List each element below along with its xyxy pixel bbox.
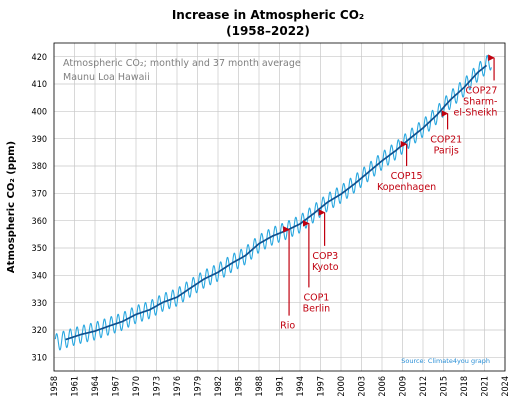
y-tick-label: 400 — [32, 108, 47, 118]
series-layer — [54, 54, 492, 351]
series-monthly-line — [54, 54, 492, 351]
y-tick-label: 320 — [32, 326, 47, 336]
x-tick-label: 1979 — [194, 376, 204, 397]
chart-subtitle: (1958–2022) — [226, 24, 310, 38]
x-tick-label: 2009 — [399, 376, 409, 397]
x-tick-label: 2003 — [358, 376, 368, 397]
x-tick-label: 2018 — [460, 376, 470, 397]
x-tick-label: 1970 — [132, 376, 142, 397]
y-axis-ticks: 310 320 330 340 350 360 370 380 390 400 410 420 — [32, 53, 47, 364]
y-tick-label: 330 — [32, 299, 47, 309]
annotation-label: Kyoto — [312, 262, 339, 273]
annotation: Rio — [280, 226, 295, 332]
x-tick-label: 2012 — [419, 376, 429, 397]
x-tick-label: 1988 — [255, 376, 265, 397]
x-tick-label: 1991 — [276, 376, 286, 397]
y-tick-label: 370 — [32, 190, 47, 200]
x-tick-label: 1973 — [153, 376, 163, 397]
plot-frame — [53, 42, 506, 372]
annotation-label: COP21 — [430, 134, 462, 145]
x-tick-label: 2021 — [481, 376, 491, 397]
x-tick-label: 1964 — [91, 376, 101, 397]
y-axis-label: Atmospheric CO₂ (ppm) — [6, 141, 17, 273]
y-tick-label: 310 — [32, 354, 47, 364]
annotation-label: Sharm- — [463, 96, 497, 107]
annotation-label: el-Sheikh — [453, 107, 497, 118]
y-tick-label: 340 — [32, 272, 47, 282]
legend-note-2: Maunu Loa Hawaii — [63, 72, 150, 83]
source-credit: Source: Climate4you graph — [401, 357, 490, 365]
series-37-month-average-line — [65, 64, 488, 341]
annotation-layer: RioCOP1BerlinCOP3KyotoCOP15KopenhagenCOP… — [280, 54, 498, 332]
annotation-label: COP27 — [466, 85, 498, 96]
y-tick-label: 360 — [32, 217, 47, 227]
x-tick-label: 1976 — [173, 376, 183, 397]
y-tick-label: 380 — [32, 162, 47, 172]
y-tick-label: 390 — [32, 135, 47, 145]
plot-area: 310 320 330 340 350 360 370 380 390 400 410 420 195… — [32, 42, 511, 397]
x-tick-label: 1994 — [296, 376, 306, 397]
x-tick-label: 1958 — [50, 376, 60, 397]
legend-note-1: Atmospheric CO₂; monthly and 37 month av… — [63, 58, 301, 69]
x-tick-label: 1967 — [112, 376, 122, 397]
y-tick-label: 350 — [32, 244, 47, 254]
x-tick-label: 2006 — [378, 376, 388, 397]
annotation-label: COP1 — [303, 292, 329, 303]
x-tick-label: 1982 — [214, 376, 224, 397]
x-tick-label: 1985 — [235, 376, 245, 397]
x-tick-label: 2015 — [440, 376, 450, 397]
x-tick-label: 1997 — [317, 376, 327, 397]
y-tick-label: 410 — [32, 80, 47, 90]
annotation-label: Rio — [280, 321, 295, 332]
annotation-label: Kopenhagen — [377, 182, 436, 193]
x-axis-ticks: 1958 1961 1964 1967 1970 1973 1976 1979 1982 1985… — [50, 376, 511, 397]
annotation-label: COP3 — [312, 251, 338, 262]
annotation-label: Berlin — [303, 303, 331, 314]
chart-title: Increase in Atmospheric CO₂ — [172, 8, 364, 22]
x-tick-label: 1961 — [71, 376, 81, 397]
annotation-label: Parijs — [434, 145, 459, 156]
x-tick-label: 2000 — [337, 376, 347, 397]
y-tick-label: 420 — [32, 53, 47, 63]
x-tick-label: 2024 — [501, 376, 511, 397]
annotation-label: COP15 — [391, 171, 423, 182]
